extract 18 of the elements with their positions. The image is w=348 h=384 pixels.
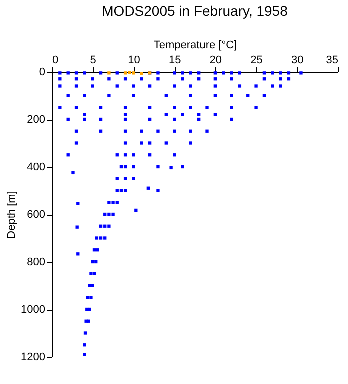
x-axis-title: Temperature [°C] [154,40,238,52]
x-tick-label: 10 [128,54,140,66]
x-tick-label: 0 [52,54,59,66]
y-tick-label: 800 [27,256,46,268]
y-tick-label: 0 [39,66,46,78]
y-tick-label: 1000 [21,304,46,316]
y-tick-label: 400 [27,162,46,174]
x-tick-label: 30 [292,54,304,66]
x-tick-label: 5 [90,54,96,66]
y-tick-label: 200 [27,114,46,126]
y-axis-title: Depth [m] [6,191,18,239]
x-tick-label: 35 [326,54,338,66]
y-tick-label: 1200 [21,352,46,364]
chart-title: MODS2005 in February, 1958 [102,3,288,19]
x-tick-label: 25 [250,54,263,66]
x-tick-label: 20 [210,54,222,66]
y-tick-label: 600 [27,209,46,221]
x-tick-label: 15 [168,54,182,66]
